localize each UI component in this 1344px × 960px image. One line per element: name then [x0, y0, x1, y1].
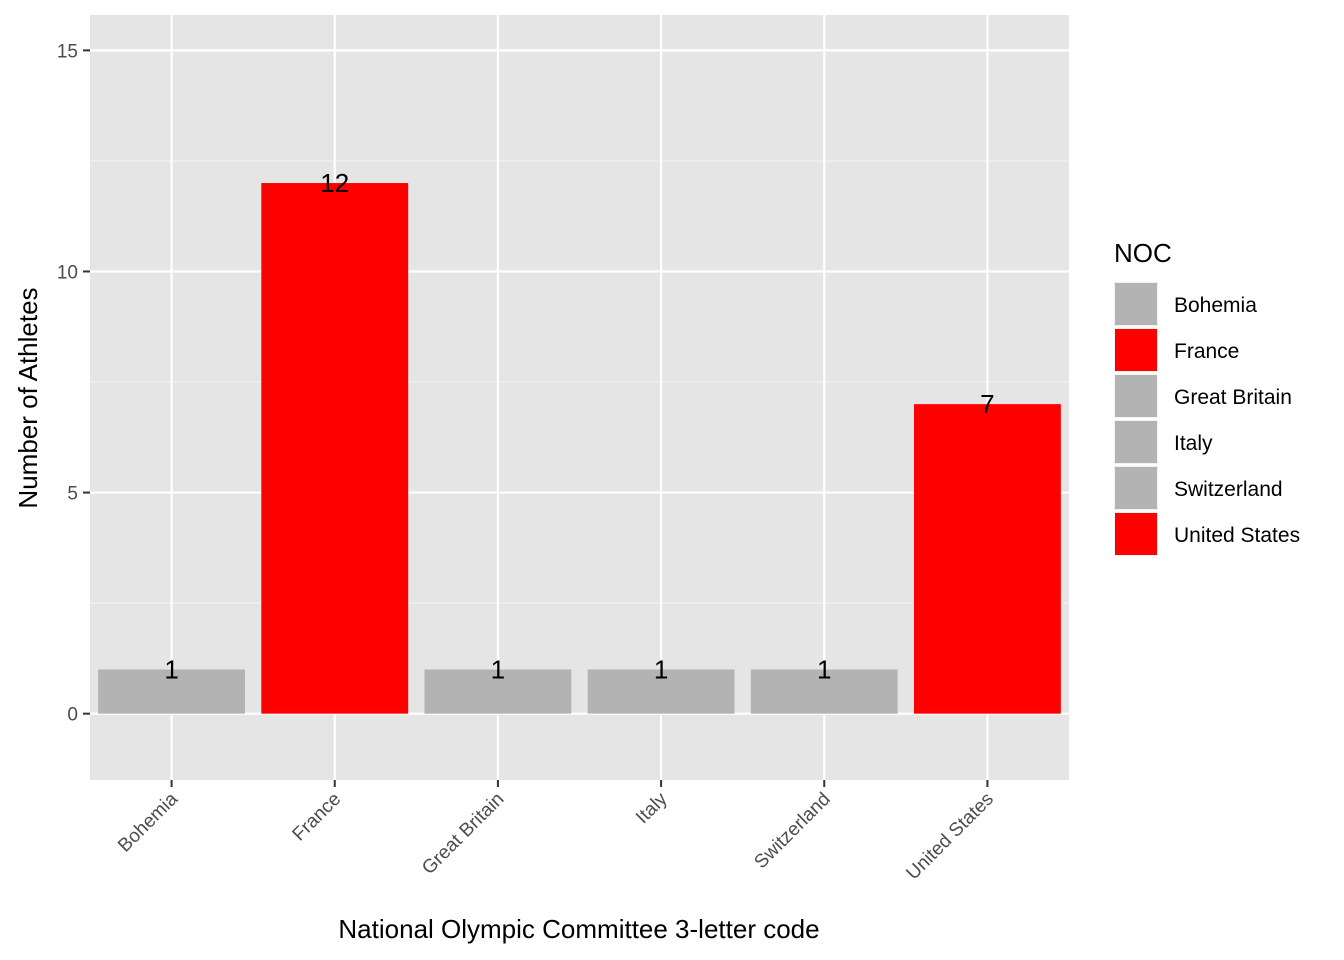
bar-switzerland — [750, 669, 898, 714]
x-tick-label: Great Britain — [418, 789, 508, 879]
legend-title: NOC — [1114, 238, 1172, 268]
y-tick-label: 10 — [57, 262, 78, 283]
data-label: 1 — [491, 654, 505, 684]
bar-italy — [587, 669, 735, 714]
legend-label: Great Britain — [1174, 386, 1292, 409]
legend: NOC Bohemia France Great Britain Italy Switz… — [1114, 238, 1300, 556]
y-tick-label: 15 — [57, 41, 78, 62]
legend-swatch — [1115, 467, 1157, 509]
data-label: 1 — [654, 654, 668, 684]
data-label: 12 — [320, 168, 349, 198]
plot-panel — [90, 15, 1069, 780]
legend-swatch — [1115, 283, 1157, 325]
x-tick-label: Switzerland — [750, 789, 834, 873]
bar-great-britain — [424, 669, 572, 714]
legend-label: France — [1174, 340, 1239, 363]
gridlines — [90, 15, 1069, 780]
legend-label: Switzerland — [1174, 478, 1283, 501]
y-tick-label: 0 — [67, 705, 78, 726]
bar-united-states — [913, 404, 1061, 714]
legend-swatch — [1115, 329, 1157, 371]
legend-swatch — [1115, 513, 1157, 555]
y-tick-label: 5 — [67, 484, 78, 505]
bar-bohemia — [98, 669, 246, 714]
legend-label: Italy — [1174, 432, 1213, 455]
legend-swatch — [1115, 375, 1157, 417]
y-axis-title: Number of Athletes — [13, 287, 43, 508]
x-axis-title: National Olympic Committee 3-letter code — [338, 914, 819, 944]
data-label: 1 — [817, 654, 831, 684]
bars — [98, 183, 1061, 714]
x-tick-label: Italy — [632, 788, 672, 828]
x-axis: Bohemia France Great Britain Italy Switzerla… — [114, 780, 998, 884]
y-axis: 0 5 10 15 — [57, 41, 90, 726]
data-labels: 1 12 1 1 1 7 — [164, 168, 994, 684]
data-label: 7 — [980, 389, 994, 419]
x-tick-label: United States — [902, 789, 998, 885]
x-tick-label: Bohemia — [114, 788, 182, 856]
bar-france — [261, 183, 409, 714]
legend-swatch — [1115, 421, 1157, 463]
data-label: 1 — [164, 654, 178, 684]
legend-label: Bohemia — [1174, 294, 1257, 317]
x-tick-label: France — [289, 789, 346, 846]
legend-label: United States — [1174, 524, 1300, 547]
